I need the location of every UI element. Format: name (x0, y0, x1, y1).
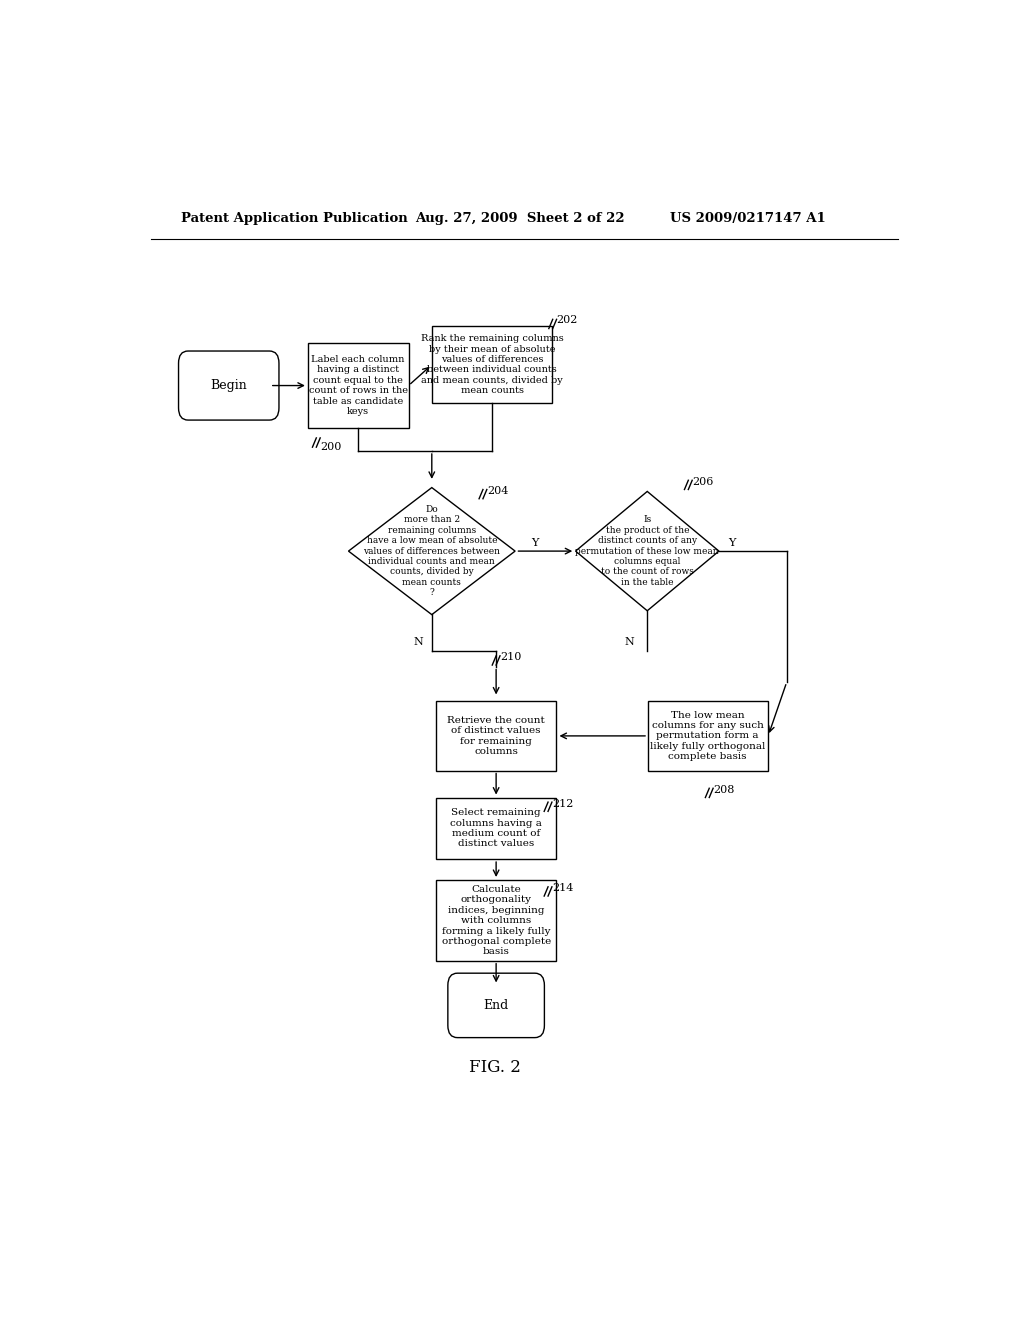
Text: US 2009/0217147 A1: US 2009/0217147 A1 (671, 213, 826, 224)
Text: N: N (414, 638, 423, 647)
Polygon shape (348, 487, 515, 615)
Bar (436, 701, 556, 771)
Text: Calculate
orthogonality
indices, beginning
with columns
forming a likely fully
o: Calculate orthogonality indices, beginni… (441, 884, 551, 957)
Text: The low mean
columns for any such
permutation form a
likely fully orthogonal
com: The low mean columns for any such permut… (650, 710, 765, 762)
Text: Patent Application Publication: Patent Application Publication (180, 213, 408, 224)
Text: Retrieve the count
of distinct values
for remaining
columns: Retrieve the count of distinct values fo… (447, 715, 545, 756)
Text: End: End (483, 999, 509, 1012)
Text: Do
more than 2
remaining columns
have a low mean of absolute
values of differenc: Do more than 2 remaining columns have a … (364, 506, 501, 597)
Text: 206: 206 (692, 477, 714, 487)
Text: 200: 200 (321, 442, 342, 453)
Text: Is
the product of the
distinct counts of any
permutation of these low mean
colum: Is the product of the distinct counts of… (575, 515, 719, 587)
Text: Select remaining
columns having a
medium count of
distinct values: Select remaining columns having a medium… (451, 808, 542, 849)
Text: 212: 212 (553, 799, 574, 809)
FancyBboxPatch shape (178, 351, 279, 420)
Bar (308, 343, 409, 428)
Text: 204: 204 (486, 486, 508, 496)
Text: 214: 214 (553, 883, 574, 894)
Text: 208: 208 (713, 785, 734, 795)
Text: Aug. 27, 2009  Sheet 2 of 22: Aug. 27, 2009 Sheet 2 of 22 (415, 213, 625, 224)
Text: Rank the remaining columns
by their mean of absolute
values of differences
betwe: Rank the remaining columns by their mean… (421, 334, 563, 395)
Text: Begin: Begin (210, 379, 247, 392)
Text: Y: Y (531, 539, 539, 548)
Text: 210: 210 (500, 652, 521, 663)
Bar (432, 326, 552, 404)
Text: FIG. 2: FIG. 2 (469, 1059, 521, 1076)
Polygon shape (575, 491, 719, 611)
Bar (436, 880, 556, 961)
Text: 202: 202 (557, 315, 578, 325)
Bar (436, 797, 556, 859)
Bar (647, 701, 768, 771)
Text: Label each column
having a distinct
count equal to the
count of rows in the
tabl: Label each column having a distinct coun… (308, 355, 408, 416)
Text: Y: Y (729, 539, 736, 548)
Text: N: N (624, 638, 634, 647)
FancyBboxPatch shape (447, 973, 545, 1038)
